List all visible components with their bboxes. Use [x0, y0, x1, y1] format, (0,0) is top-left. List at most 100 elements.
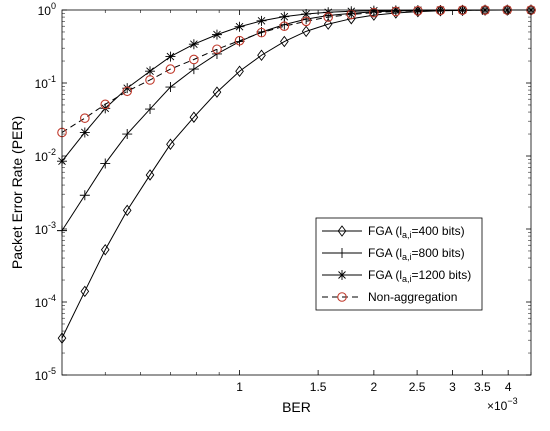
plus-marker: [122, 129, 133, 140]
diamond-marker: [80, 285, 90, 298]
asterisk-marker: [122, 83, 133, 94]
x-tick-label: 3: [449, 380, 456, 394]
diamond-marker: [189, 111, 199, 123]
legend-label-main: FGA (l: [368, 268, 402, 282]
plot-frame: [61, 9, 532, 376]
asterisk-marker: [79, 127, 90, 138]
legend-label: FGA (la,i=1200 bits): [368, 268, 471, 284]
y-tick-label: 10-4: [35, 293, 56, 310]
asterisk-marker: [337, 270, 347, 280]
asterisk-marker: [165, 51, 176, 62]
y-axis-label: Packet Error Rate (PER): [9, 116, 25, 269]
asterisk-marker: [211, 29, 222, 40]
y-tick-label: 10-5: [35, 366, 56, 383]
diamond-marker: [280, 35, 289, 48]
x-tick-label: 3.5: [474, 380, 491, 394]
legend-entry-4: Non-aggregation: [322, 290, 457, 304]
y-tick-exponent: -3: [48, 220, 56, 230]
x-axis-exponent: ×10−3: [487, 396, 518, 413]
y-tick-exponent: -1: [48, 74, 56, 84]
circle-marker: [323, 12, 333, 22]
legend-label-main: FGA (l: [368, 224, 402, 238]
asterisk-marker: [145, 66, 156, 77]
x-exponent-power: −3: [507, 396, 517, 406]
diamond-marker: [145, 169, 155, 181]
asterisk-marker: [234, 21, 245, 32]
y-tick-base: 10: [35, 223, 49, 237]
circle-marker: [145, 75, 155, 85]
x-tick-label: 1.5: [310, 380, 327, 394]
diamond-marker: [235, 65, 244, 77]
asterisk-marker: [188, 39, 199, 50]
legend-label-tail: =1200 bits): [412, 268, 472, 282]
diamond-marker: [100, 243, 110, 256]
plus-marker: [165, 82, 176, 93]
x-tick-label: 2.5: [409, 380, 426, 394]
circle-marker: [234, 35, 245, 46]
circle-marker: [279, 21, 290, 31]
x-tick-label: 2: [371, 380, 378, 394]
legend-entry-2: FGA (la,i=800 bits): [322, 246, 465, 262]
legend-entry-1: FGA (la,i=400 bits): [322, 224, 465, 240]
circle-marker: [189, 54, 199, 65]
y-tick-label: 10-2: [35, 147, 56, 164]
diamond-marker: [212, 86, 222, 98]
legend-label-main: Non-aggregation: [368, 290, 457, 304]
circle-marker: [301, 16, 311, 27]
y-tick-exponent: -4: [48, 293, 56, 303]
x-axis-label: BER: [282, 399, 311, 415]
legend-entry-3: FGA (la,i=1200 bits): [322, 268, 471, 284]
y-tick-label: 100: [38, 1, 56, 18]
circle-marker: [122, 86, 132, 97]
asterisk-marker: [279, 11, 290, 22]
diamond-marker: [301, 25, 311, 38]
y-tick-label: 10-1: [35, 74, 56, 91]
asterisk-marker: [346, 6, 357, 17]
y-tick-base: 10: [35, 369, 49, 383]
y-tick-label: 10-3: [35, 220, 56, 237]
asterisk-marker: [256, 15, 267, 26]
x-exponent-base: ×10: [487, 399, 508, 413]
diamond-marker: [458, 4, 467, 17]
legend-label-subscript: a,i: [402, 274, 412, 284]
legend-label-tail: =800 bits): [412, 246, 465, 260]
legend-label: Non-aggregation: [368, 290, 457, 304]
diamond-marker: [346, 12, 356, 25]
diamond-marker: [436, 5, 445, 17]
circle-marker: [80, 113, 90, 123]
legend-label: FGA (la,i=800 bits): [368, 246, 465, 262]
diamond-marker: [337, 225, 347, 237]
diamond-marker: [502, 4, 512, 16]
circle-marker: [391, 6, 401, 17]
circle-marker: [369, 7, 379, 18]
circle-marker: [256, 27, 267, 38]
y-tick-base: 10: [38, 4, 52, 18]
plus-marker: [145, 104, 156, 115]
x-tick-label: 4: [505, 380, 512, 394]
circle-marker: [100, 99, 111, 110]
legend-label-subscript: a,i: [402, 252, 412, 262]
y-tick-base: 10: [35, 77, 49, 91]
legend-label: FGA (la,i=400 bits): [368, 224, 465, 240]
legend-label-subscript: a,i: [402, 230, 412, 240]
legend-label-main: FGA (l: [368, 246, 402, 260]
plus-marker: [337, 248, 347, 258]
y-tick-exponent: -5: [48, 366, 56, 376]
diamond-marker: [166, 138, 175, 150]
circle-marker: [212, 44, 222, 55]
circle-marker: [165, 64, 176, 74]
legend-label-tail: =400 bits): [412, 224, 465, 238]
y-tick-base: 10: [35, 150, 49, 164]
x-tick-label: 1: [236, 380, 243, 394]
diamond-marker: [323, 18, 333, 30]
plus-marker: [100, 158, 111, 169]
diamond-marker: [257, 49, 266, 61]
diamond-marker: [122, 204, 132, 217]
circle-marker: [413, 6, 423, 16]
y-tick-exponent: -2: [48, 147, 56, 157]
diamond-marker: [480, 4, 490, 16]
circle-marker: [337, 292, 347, 302]
